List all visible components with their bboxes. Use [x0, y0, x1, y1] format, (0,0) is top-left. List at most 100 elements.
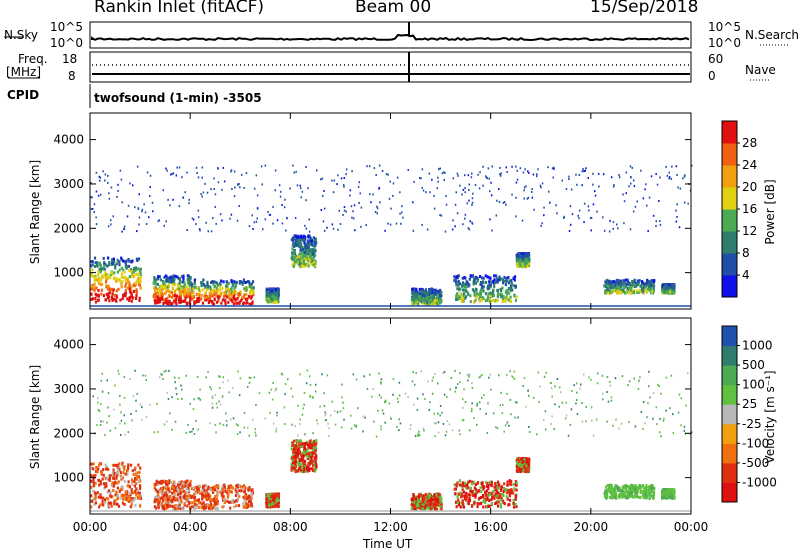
- echo-cell: [514, 275, 517, 279]
- echo-cell: [357, 185, 360, 188]
- echo-cell: [160, 289, 163, 293]
- echo-cell: [251, 280, 255, 284]
- echo-cell: [216, 490, 219, 494]
- echo-cell: [290, 462, 293, 466]
- echo-cell: [221, 396, 224, 399]
- echo-cell: [581, 184, 583, 187]
- echo-cell: [138, 283, 141, 287]
- echo-cell: [106, 490, 109, 494]
- echo-cell: [314, 461, 317, 465]
- echo-cell: [480, 282, 483, 286]
- echo-cell: [473, 417, 475, 420]
- echo-cell: [469, 294, 472, 298]
- echo-cell: [312, 263, 315, 267]
- echo-cell: [116, 195, 118, 198]
- echo-cell: [439, 167, 441, 170]
- echo-cell: [328, 427, 330, 430]
- echo-cell: [265, 288, 269, 292]
- echo-cell: [175, 387, 177, 390]
- echo-cell: [161, 494, 164, 498]
- echo-cell: [244, 501, 247, 505]
- echo-cell: [125, 259, 128, 263]
- echo-cell: [509, 370, 511, 373]
- echo-cell: [277, 498, 280, 502]
- echo-cell: [122, 471, 125, 475]
- echo-cell: [523, 189, 525, 192]
- echo-cell: [343, 206, 346, 208]
- echo-cell: [670, 177, 673, 180]
- echo-cell: [666, 174, 669, 177]
- echo-cell: [295, 170, 297, 173]
- echo-cell: [196, 297, 199, 301]
- echo-cell: [214, 394, 216, 397]
- echo-cell: [180, 384, 182, 387]
- echo-cell: [179, 301, 182, 305]
- echo-cell: [326, 226, 328, 229]
- echo-cell: [642, 401, 645, 404]
- echo-cell: [127, 204, 130, 207]
- echo-cell: [116, 486, 119, 490]
- echo-cell: [108, 478, 111, 482]
- echo-cell: [352, 210, 354, 213]
- echo-cell: [385, 400, 387, 403]
- echo-cell: [93, 502, 96, 506]
- echo-cell: [646, 289, 649, 293]
- echo-cell: [167, 300, 170, 304]
- echo-cell: [621, 282, 624, 285]
- echo-cell: [590, 217, 593, 220]
- echo-cell: [300, 238, 303, 242]
- echo-cell: [178, 485, 181, 489]
- echo-cell: [201, 497, 204, 501]
- echo-cell: [434, 288, 437, 292]
- echo-cell: [412, 294, 415, 298]
- echo-cell: [123, 260, 126, 264]
- echo-cell: [176, 483, 180, 487]
- echo-cell: [296, 238, 299, 242]
- echo-cell: [276, 411, 278, 414]
- echo-cell: [581, 170, 584, 173]
- echo-cell: [92, 478, 95, 482]
- echo-cell: [201, 495, 204, 499]
- echo-cell: [90, 485, 93, 489]
- echo-cell: [521, 219, 524, 222]
- echo-cell: [498, 188, 500, 191]
- echo-cell: [126, 276, 129, 280]
- echo-cell: [153, 505, 157, 509]
- echo-cell: [563, 217, 565, 219]
- echo-cell: [602, 216, 604, 219]
- echo-cell: [616, 291, 619, 295]
- echo-cell: [461, 300, 464, 304]
- echo-cell: [552, 176, 554, 179]
- echo-cell: [197, 209, 200, 212]
- echo-cell: [493, 284, 496, 288]
- echo-cell: [112, 257, 115, 261]
- echo-cell: [99, 424, 102, 426]
- echo-cell: [219, 403, 222, 406]
- echo-cell: [454, 203, 457, 206]
- echo-cell: [95, 469, 98, 473]
- echo-cell: [104, 467, 108, 471]
- echo-cell: [158, 219, 160, 222]
- echo-cell: [505, 295, 508, 299]
- echo-cell: [392, 182, 395, 185]
- echo-cell: [271, 287, 274, 291]
- echo-cell: [687, 372, 689, 375]
- echo-cell: [128, 299, 131, 302]
- echo-cell: [222, 295, 226, 299]
- echo-cell: [353, 204, 356, 207]
- echo-cell: [625, 284, 628, 288]
- echo-cell: [611, 285, 614, 289]
- echo-cell: [213, 298, 216, 302]
- echo-cell: [659, 417, 661, 420]
- echo-cell: [179, 485, 182, 489]
- echo-cell: [123, 376, 126, 379]
- echo-cell: [255, 174, 258, 177]
- echo-cell: [299, 468, 302, 472]
- echo-cell: [186, 278, 190, 282]
- echo-cell: [479, 293, 482, 297]
- echo-cell: [213, 497, 216, 501]
- echo-cell: [139, 466, 142, 470]
- echo-cell: [272, 498, 275, 502]
- echo-cell: [489, 276, 492, 280]
- echo-cell: [500, 277, 503, 281]
